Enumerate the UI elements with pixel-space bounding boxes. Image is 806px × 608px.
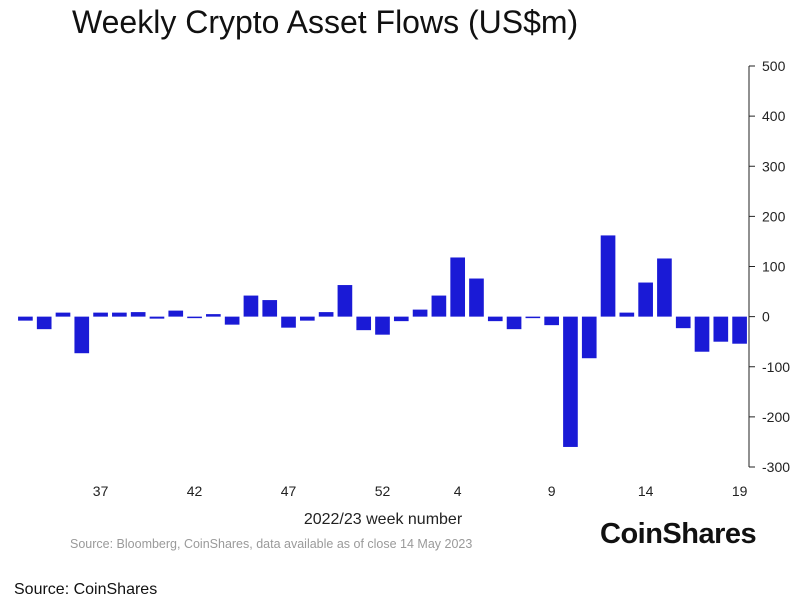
y-tick-label: 100 (762, 259, 786, 275)
bar-week-11 (581, 316, 597, 359)
bar-week-13 (619, 312, 635, 317)
bar-week-2 (412, 309, 428, 317)
y-tick-label: 200 (762, 208, 786, 224)
chart-title: Weekly Crypto Asset Flows (US$m) (72, 4, 579, 40)
y-tick-label: 400 (762, 108, 786, 124)
x-tick-label: 4 (454, 483, 462, 499)
bar-week-36 (74, 316, 90, 354)
footer-source: Source: CoinShares (14, 581, 158, 598)
bar-week-10 (563, 316, 578, 447)
bar-week-17 (694, 316, 710, 352)
x-tick-label: 37 (93, 483, 109, 499)
x-tick-label: 47 (281, 483, 297, 499)
bar-week-49 (318, 312, 334, 317)
bar-week-33 (18, 316, 33, 321)
bar-week-12 (600, 235, 616, 317)
bar-week-41 (168, 310, 184, 317)
bar-week-4 (450, 257, 466, 317)
x-axis-title: 2022/23 week number (304, 511, 463, 528)
y-tick-label: 0 (762, 309, 770, 325)
x-axis: 37 42 47 52 4 9 14 19 (93, 483, 748, 499)
bar-week-44 (224, 316, 240, 325)
x-tick-label: 19 (732, 483, 748, 499)
bar-week-42 (187, 316, 202, 319)
bar-week-35 (55, 312, 71, 317)
bar-week-40 (149, 316, 165, 319)
bar-week-38 (112, 312, 127, 317)
bar-week-8 (525, 316, 541, 319)
bar-week-9 (544, 316, 559, 326)
x-tick-label: 42 (187, 483, 203, 499)
bar-week-50 (337, 285, 353, 317)
bar-week-43 (206, 314, 221, 317)
bar-week-37 (93, 312, 108, 317)
bar-week-45 (243, 295, 259, 317)
bar-week-39 (130, 312, 146, 317)
bar-week-3 (431, 295, 447, 317)
y-tick-label: 500 (762, 58, 786, 74)
bar-week-48 (299, 316, 315, 321)
bar-week-14 (638, 282, 653, 317)
y-tick-label: -100 (762, 359, 790, 375)
bar-week-1 (393, 316, 409, 322)
x-tick-label: 52 (375, 483, 391, 499)
bar-week-5 (469, 278, 484, 317)
bar-week-34 (36, 316, 52, 330)
y-tick-label: -200 (762, 409, 790, 425)
y-tick-label: -300 (762, 459, 790, 475)
bars-group (18, 235, 747, 447)
bar-week-52 (375, 316, 390, 335)
bar-week-46 (262, 300, 278, 317)
coinshares-logo: CoinShares (600, 518, 757, 550)
bar-week-47 (281, 316, 296, 328)
bar-week-6 (487, 316, 503, 322)
x-tick-label: 14 (638, 483, 654, 499)
bar-week-16 (675, 316, 691, 329)
y-axis: 500 400 300 200 100 0 -100 -200 -300 (748, 58, 790, 475)
bar-week-19 (732, 316, 747, 344)
bar-week-15 (657, 258, 672, 317)
x-tick-label: 9 (548, 483, 556, 499)
bar-week-18 (713, 316, 729, 342)
source-note: Source: Bloomberg, CoinShares, data avai… (70, 537, 473, 551)
bar-week-51 (356, 316, 372, 331)
bar-week-7 (506, 316, 522, 330)
y-tick-label: 300 (762, 158, 786, 174)
